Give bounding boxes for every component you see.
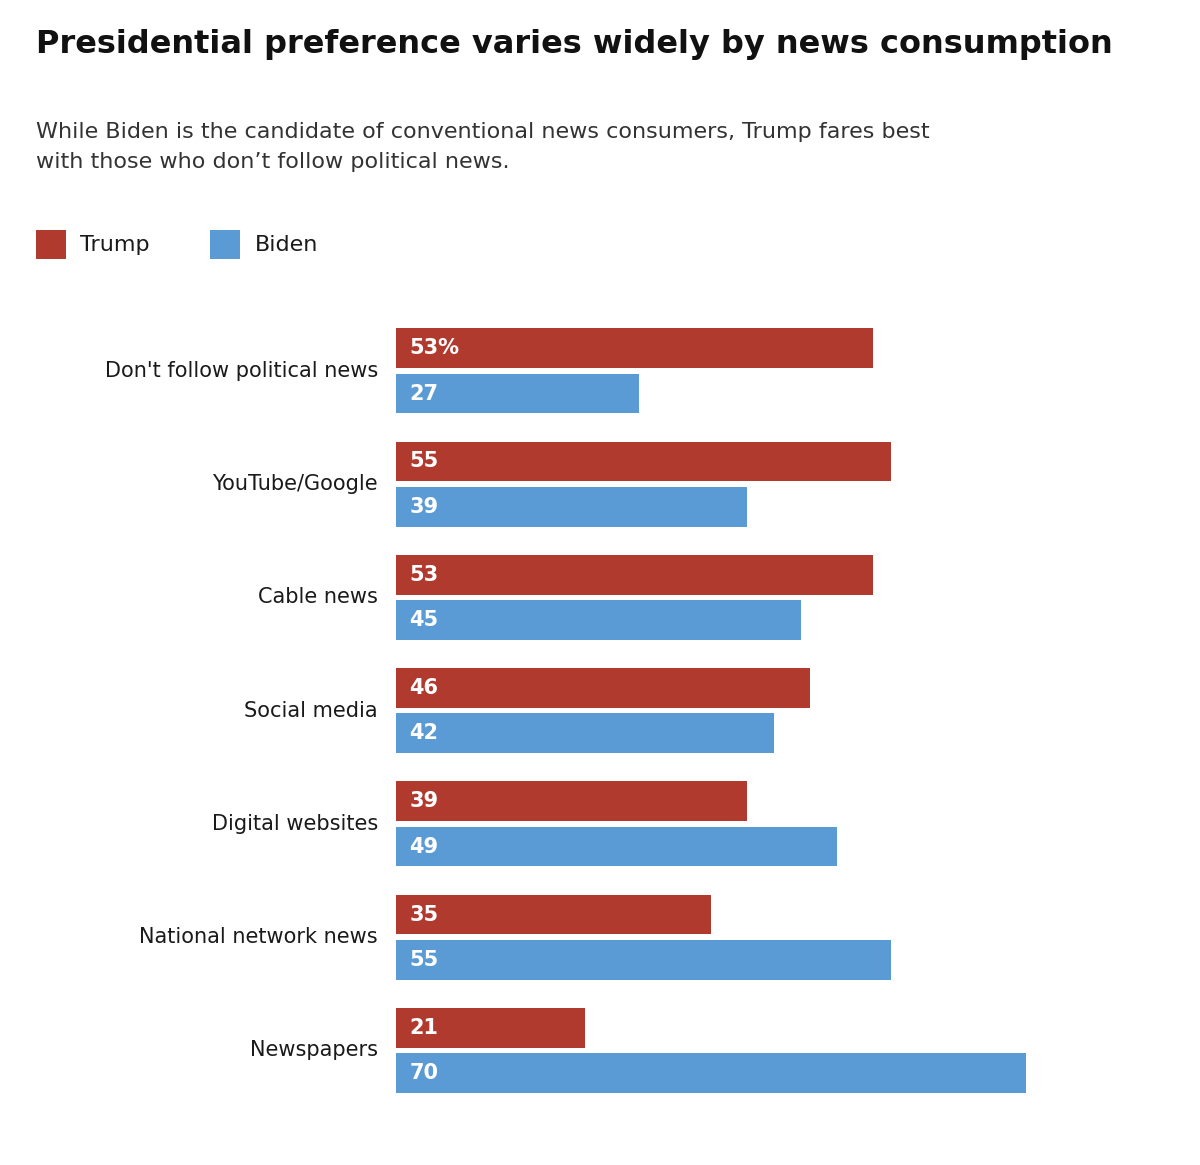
Text: 35: 35	[409, 904, 439, 925]
Text: 70: 70	[409, 1064, 438, 1083]
Bar	[396, 442, 890, 481]
Text: YouTube/Google: YouTube/Google	[212, 474, 378, 494]
Text: 53: 53	[409, 565, 439, 585]
Text: 49: 49	[409, 836, 439, 856]
Bar	[396, 600, 802, 640]
Text: Social media: Social media	[245, 700, 378, 721]
Text: 55: 55	[409, 452, 439, 472]
Bar	[396, 713, 774, 753]
Text: 39: 39	[409, 496, 439, 517]
Text: 39: 39	[409, 791, 439, 811]
Text: Presidential preference varies widely by news consumption: Presidential preference varies widely by…	[36, 29, 1112, 61]
Text: Trump: Trump	[80, 234, 150, 255]
Bar	[396, 1053, 1026, 1093]
Bar	[396, 374, 640, 414]
Bar	[396, 669, 810, 708]
Text: 55: 55	[409, 949, 439, 969]
Text: Biden: Biden	[254, 234, 318, 255]
Text: National network news: National network news	[139, 927, 378, 947]
Text: Newspapers: Newspapers	[250, 1040, 378, 1060]
Bar	[396, 782, 746, 821]
Bar	[396, 487, 746, 527]
Text: Don't follow political news: Don't follow political news	[104, 361, 378, 381]
Text: 42: 42	[409, 723, 438, 743]
Bar	[396, 895, 710, 934]
Bar	[396, 827, 838, 867]
Bar	[396, 1008, 586, 1047]
Text: Cable news: Cable news	[258, 587, 378, 607]
Bar	[396, 555, 874, 594]
Text: While Biden is the candidate of conventional news consumers, Trump fares best
wi: While Biden is the candidate of conventi…	[36, 122, 930, 172]
Text: 45: 45	[409, 610, 439, 630]
Text: 53%: 53%	[409, 338, 460, 358]
Text: 27: 27	[409, 383, 438, 403]
Text: 21: 21	[409, 1018, 438, 1038]
Bar	[396, 329, 874, 368]
Bar	[396, 940, 890, 980]
Text: Digital websites: Digital websites	[211, 814, 378, 834]
Text: 46: 46	[409, 678, 438, 698]
